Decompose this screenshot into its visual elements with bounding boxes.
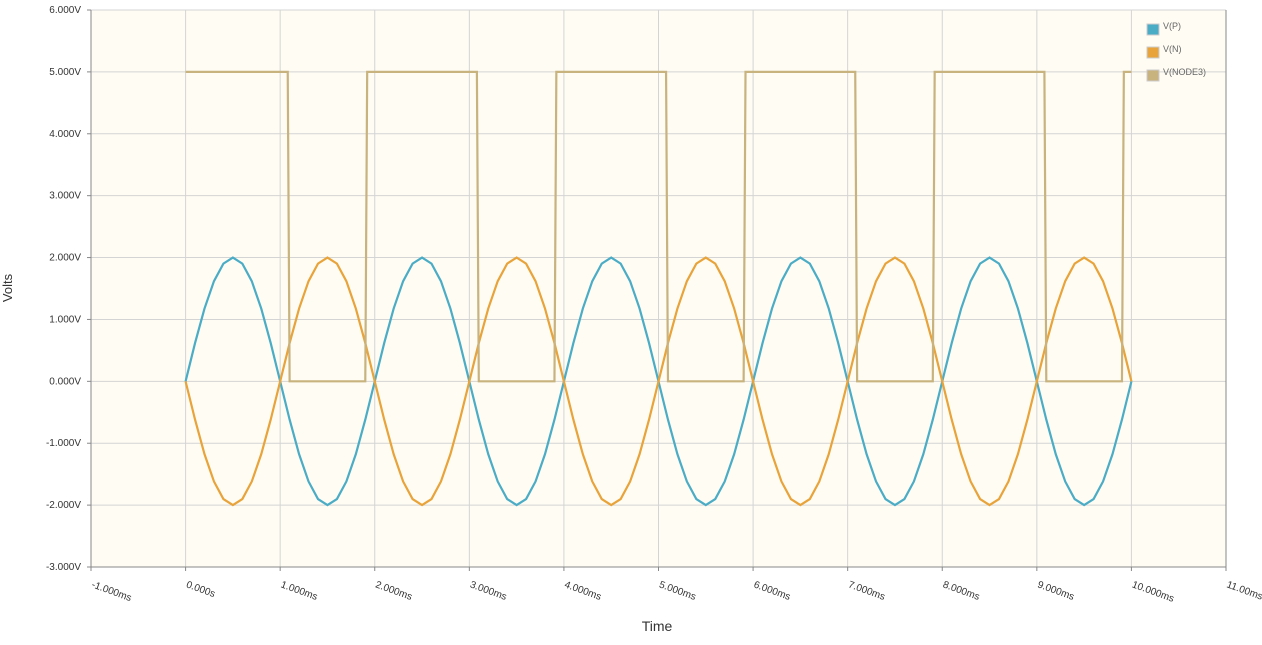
x-tick-label: 5.000ms: [657, 579, 697, 602]
legend-swatch: [1146, 69, 1160, 82]
x-tick-label: 9.000ms: [1036, 579, 1076, 602]
y-tick-label: 1.000V: [49, 314, 81, 325]
series-line: [184, 256, 1133, 507]
legend-label: V(NODE3): [1163, 67, 1206, 77]
x-tick-label: 4.000ms: [563, 579, 603, 602]
x-tick-label: 1.000ms: [279, 579, 319, 602]
y-tick-label: -2.000V: [46, 500, 81, 511]
legend-swatch: [1146, 23, 1160, 36]
x-tick-label: 6.000ms: [752, 579, 792, 602]
y-tick-label: 3.000V: [49, 191, 81, 202]
x-tick-label: 3.000ms: [468, 579, 508, 602]
y-tick-label: 4.000V: [49, 129, 81, 140]
x-tick-label: 8.000ms: [941, 579, 981, 602]
x-tick-label: 2.000ms: [374, 579, 414, 602]
x-tick-label: 7.000ms: [847, 579, 887, 602]
x-tick-label: 0.000s: [185, 579, 217, 600]
y-tick-label: -3.000V: [46, 562, 81, 573]
x-axis-label: Time: [642, 618, 673, 634]
y-tick-label: -1.000V: [46, 438, 81, 449]
legend-swatch: [1146, 46, 1160, 59]
x-tick-label: -1.000ms: [90, 579, 133, 604]
y-tick-label: 5.000V: [49, 67, 81, 78]
series-line: [185, 70, 1132, 383]
y-tick-label: 0.000V: [49, 376, 81, 387]
x-tick-label: 10.000ms: [1130, 579, 1175, 604]
y-axis-label: Volts: [0, 273, 15, 302]
y-tick-label: 6.000V: [49, 5, 81, 16]
y-tick-label: 2.000V: [49, 253, 81, 264]
legend-label: V(N): [1163, 44, 1182, 54]
x-tick-label: 11.00ms: [1225, 579, 1262, 602]
legend-label: V(P): [1163, 21, 1181, 31]
